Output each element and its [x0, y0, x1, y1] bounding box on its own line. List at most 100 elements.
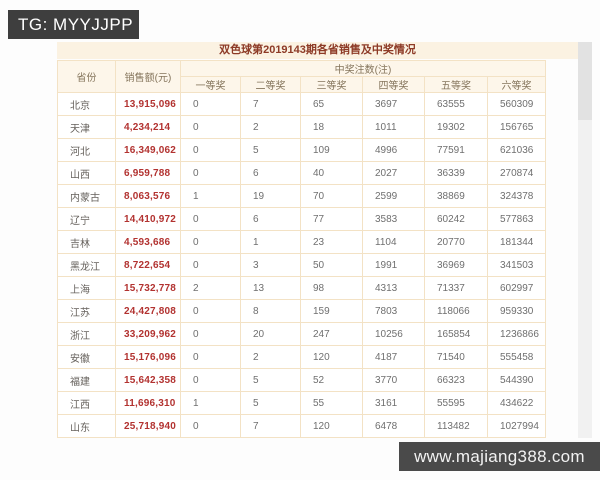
- cell-sales-amount: 11,696,310: [115, 391, 181, 415]
- cell-province: 河北: [57, 138, 116, 162]
- cell-prize-count: 36339: [424, 161, 488, 185]
- table-row: 内蒙古 8,063,576 1 19 70 2599 38869 324378: [57, 184, 547, 208]
- cell-prize-count: 560309: [486, 92, 547, 116]
- cell-province: 内蒙古: [57, 184, 116, 208]
- cell-prize-count: 4996: [362, 138, 425, 162]
- cell-prize-count: 10256: [362, 322, 425, 346]
- cell-prize-count: 55: [300, 391, 363, 415]
- table-row: 福建 15,642,358 0 5 52 3770 66323 544390: [57, 368, 547, 392]
- cell-prize-count: 19302: [424, 115, 488, 139]
- cell-prize-count: 341503: [486, 253, 547, 277]
- cell-prize-count: 5: [240, 138, 301, 162]
- table-row: 上海 15,732,778 2 13 98 4313 71337 602997: [57, 276, 547, 300]
- cell-prize-count: 159: [300, 299, 363, 323]
- cell-prize-count: 2: [240, 345, 301, 369]
- cell-prize-count: 544390: [486, 368, 547, 392]
- cell-prize-count: 1011: [362, 115, 425, 139]
- cell-prize-count: 50: [300, 253, 363, 277]
- cell-province: 上海: [57, 276, 116, 300]
- cell-prize-count: 4313: [362, 276, 425, 300]
- cell-prize-count: 1236866: [486, 322, 547, 346]
- table-row: 北京 13,915,096 0 7 65 3697 63555 560309: [57, 92, 547, 116]
- cell-prize-count: 109: [300, 138, 363, 162]
- cell-prize-count: 602997: [486, 276, 547, 300]
- cell-prize-count: 5: [240, 368, 301, 392]
- cell-prize-count: 555458: [486, 345, 547, 369]
- cell-prize-count: 0: [180, 92, 241, 116]
- cell-prize-count: 6478: [362, 414, 425, 438]
- table-row: 山东 25,718,940 0 7 120 6478 113482 1027994: [57, 414, 547, 438]
- header-prize-tier: 三等奖: [300, 76, 363, 93]
- cell-prize-count: 0: [180, 161, 241, 185]
- cell-province: 天津: [57, 115, 116, 139]
- cell-prize-count: 7803: [362, 299, 425, 323]
- header-prize-tier: 四等奖: [362, 76, 425, 93]
- cell-sales-amount: 16,349,062: [115, 138, 181, 162]
- cell-prize-count: 0: [180, 345, 241, 369]
- cell-prize-count: 2599: [362, 184, 425, 208]
- site-watermark-banner: www.majiang388.com: [399, 442, 600, 471]
- cell-prize-count: 3161: [362, 391, 425, 415]
- cell-prize-count: 60242: [424, 207, 488, 231]
- cell-prize-count: 98: [300, 276, 363, 300]
- cell-sales-amount: 24,427,808: [115, 299, 181, 323]
- cell-prize-count: 3697: [362, 92, 425, 116]
- cell-prize-count: 1: [180, 391, 241, 415]
- cell-prize-count: 1: [240, 230, 301, 254]
- cell-province: 山东: [57, 414, 116, 438]
- header-sales: 销售额(元): [115, 60, 181, 93]
- cell-prize-count: 3: [240, 253, 301, 277]
- cell-prize-count: 6: [240, 207, 301, 231]
- cell-prize-count: 324378: [486, 184, 547, 208]
- table-title: 双色球第2019143期各省销售及中奖情况: [57, 42, 578, 59]
- cell-prize-count: 0: [180, 322, 241, 346]
- cell-prize-count: 71540: [424, 345, 488, 369]
- cell-sales-amount: 13,915,096: [115, 92, 181, 116]
- tg-watermark-banner: TG: MYYJJPP: [8, 10, 139, 39]
- cell-province: 黑龙江: [57, 253, 116, 277]
- header-prize-tier: 二等奖: [240, 76, 301, 93]
- cell-prize-count: 65: [300, 92, 363, 116]
- cell-prize-count: 23: [300, 230, 363, 254]
- cell-prize-count: 577863: [486, 207, 547, 231]
- lottery-sales-table-panel: 双色球第2019143期各省销售及中奖情况 省份 销售额(元) 中奖注数(注) …: [57, 42, 592, 438]
- cell-prize-count: 1: [180, 184, 241, 208]
- cell-prize-count: 70: [300, 184, 363, 208]
- header-province: 省份: [57, 60, 116, 93]
- cell-prize-count: 3583: [362, 207, 425, 231]
- cell-prize-count: 0: [180, 230, 241, 254]
- cell-prize-count: 118066: [424, 299, 488, 323]
- cell-prize-count: 2027: [362, 161, 425, 185]
- header-prize-tier: 六等奖: [486, 76, 547, 93]
- cell-sales-amount: 15,176,096: [115, 345, 181, 369]
- table-row: 辽宁 14,410,972 0 6 77 3583 60242 577863: [57, 207, 547, 231]
- cell-prize-count: 165854: [424, 322, 488, 346]
- cell-prize-count: 1991: [362, 253, 425, 277]
- cell-prize-count: 434622: [486, 391, 547, 415]
- cell-sales-amount: 25,718,940: [115, 414, 181, 438]
- cell-prize-count: 38869: [424, 184, 488, 208]
- scrollbar-track[interactable]: [578, 42, 592, 438]
- cell-province: 福建: [57, 368, 116, 392]
- cell-province: 辽宁: [57, 207, 116, 231]
- cell-sales-amount: 4,234,214: [115, 115, 181, 139]
- table-header: 省份 销售额(元) 中奖注数(注) 一等奖 二等奖 三等奖 四等奖 五等奖 六等奖: [57, 60, 547, 93]
- cell-province: 北京: [57, 92, 116, 116]
- cell-prize-count: 0: [180, 299, 241, 323]
- cell-province: 江西: [57, 391, 116, 415]
- cell-prize-count: 181344: [486, 230, 547, 254]
- cell-prize-count: 20: [240, 322, 301, 346]
- cell-prize-count: 113482: [424, 414, 488, 438]
- cell-prize-count: 40: [300, 161, 363, 185]
- cell-sales-amount: 33,209,962: [115, 322, 181, 346]
- cell-prize-count: 621036: [486, 138, 547, 162]
- cell-prize-count: 5: [240, 391, 301, 415]
- cell-prize-count: 0: [180, 368, 241, 392]
- cell-prize-count: 247: [300, 322, 363, 346]
- header-prize-group: 中奖注数(注): [179, 60, 547, 77]
- cell-sales-amount: 15,642,358: [115, 368, 181, 392]
- cell-province: 山西: [57, 161, 116, 185]
- scrollbar-thumb[interactable]: [578, 42, 592, 120]
- cell-prize-count: 0: [180, 253, 241, 277]
- cell-prize-count: 77: [300, 207, 363, 231]
